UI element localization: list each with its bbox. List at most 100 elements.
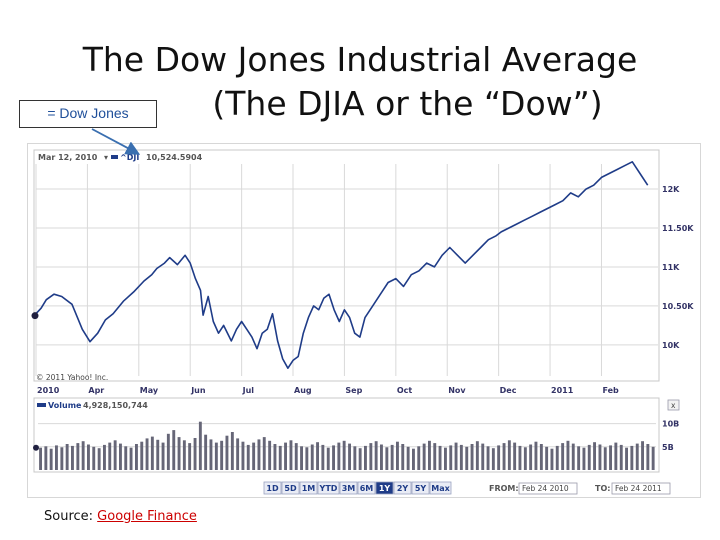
volume-bar [577,446,581,470]
source-label: Source: [44,509,94,524]
volume-bar [97,448,101,470]
volume-bar [539,444,543,470]
volume-bar [49,448,53,470]
range-button-bg [429,481,452,495]
volume-bar [150,436,154,470]
y-tick-label: 10.50K [662,302,694,311]
volume-bar [332,445,335,470]
volume-bar [129,447,133,470]
watermark: © 2011 Yahoo! Inc. [36,373,108,382]
range-button-label: 5D [284,484,297,493]
to-date-field[interactable] [611,482,671,495]
volume-bar [92,446,96,470]
source-line: Source: Google Finance [44,509,197,524]
volume-bar [177,437,181,470]
volume-bar [278,445,282,470]
range-button-label: 1Y [379,484,391,493]
volume-bar [390,444,394,470]
volume-bar [337,442,341,470]
x-tick-label: Jul [242,386,255,395]
range-button-label: 5Y [415,484,427,493]
volume-bar [385,447,389,470]
volume-swatch [37,403,46,407]
volume-bar [220,440,224,470]
to-date-value: Feb 24 2011 [615,484,662,493]
start-dot [31,312,39,320]
volume-bar [507,440,511,470]
volume-bar [103,444,106,470]
range-button-max[interactable]: Max [429,481,452,495]
volume-bar [316,442,319,470]
volume-bar [321,444,325,470]
range-button-1y[interactable]: 1Y [375,481,394,495]
volume-bar [284,442,287,470]
volume-pane [33,397,660,473]
volume-bar [60,447,64,470]
header-date: Mar 12, 2010 [38,153,98,162]
from-date-field[interactable] [518,482,578,495]
range-button-1d[interactable]: 1D [263,481,282,495]
volume-bar [406,446,410,470]
volume-bar [428,440,431,470]
volume-bar [348,443,351,470]
volume-bar [571,443,575,470]
range-button-2y[interactable]: 2Y [393,481,412,495]
volume-bar [518,445,522,470]
volume-bar [497,445,501,470]
volume-bar [198,421,202,470]
volume-label: Volume [48,401,82,410]
price-line [35,161,649,369]
volume-bar [438,445,442,470]
volume-bar [358,448,362,470]
y-tick-label: 11.50K [662,224,694,233]
x-grid [35,164,602,376]
close-volume-button[interactable] [667,399,680,411]
volume-tick-labels: 10B 5B [662,420,679,452]
volume-bars [39,421,655,470]
volume-bar [204,434,208,470]
range-button-bg [281,481,300,495]
y-tick-label: 12K [662,185,680,194]
volume-bar [246,444,250,470]
volume-bar [44,446,48,470]
volume-bar [470,444,474,470]
range-button-bg [393,481,412,495]
x-tick-labels: 2010 Apr May Jun Jul Aug Sep Oct Nov Dec 2011 Feb [37,386,619,395]
range-button-1m[interactable]: 1M [299,481,318,495]
range-button-6m[interactable]: 6M [357,481,376,495]
volume-bar [119,443,122,470]
volume-bar [289,440,293,470]
range-button-5d[interactable]: 5D [281,481,300,495]
volume-bar [182,440,186,470]
x-tick-label: 2010 [37,386,60,395]
source-link[interactable]: Google Finance [97,509,197,524]
volume-bar [225,435,229,470]
header-marker: ▾ [104,153,108,162]
range-button-ytd[interactable]: YTD [317,481,340,495]
volume-tick-label: 10B [662,420,679,429]
volume-bar [513,442,517,470]
title-line-1: The Dow Jones Industrial Average [82,40,638,79]
range-button-3m[interactable]: 3M [339,481,358,495]
volume-bar [252,442,256,470]
volume-bar [135,444,138,470]
range-button-5y[interactable]: 5Y [411,481,430,495]
volume-bar [502,443,506,470]
range-button-label: 2Y [397,484,409,493]
volume-bar [214,442,218,470]
volume-bar [262,437,266,470]
volume-bar [459,444,463,470]
volume-bar [55,445,58,470]
volume-bar [380,444,383,470]
volume-bar [161,442,165,470]
volume-bar [236,438,240,470]
x-tick-label: Oct [397,386,413,395]
volume-bar [241,441,245,470]
range-button-label: 3M [342,484,356,493]
volume-bar [401,444,405,470]
volume-bar [39,447,42,470]
x-tick-label: Sep [345,386,362,395]
volume-bar [582,447,586,470]
volume-bar [614,442,618,470]
volume-bar [444,447,447,470]
